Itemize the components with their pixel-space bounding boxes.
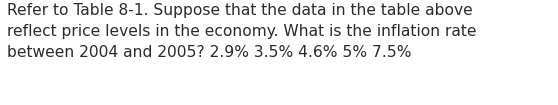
- Text: Refer to Table 8-1. Suppose that the data in the table above
reflect price level: Refer to Table 8-1. Suppose that the dat…: [7, 3, 476, 60]
